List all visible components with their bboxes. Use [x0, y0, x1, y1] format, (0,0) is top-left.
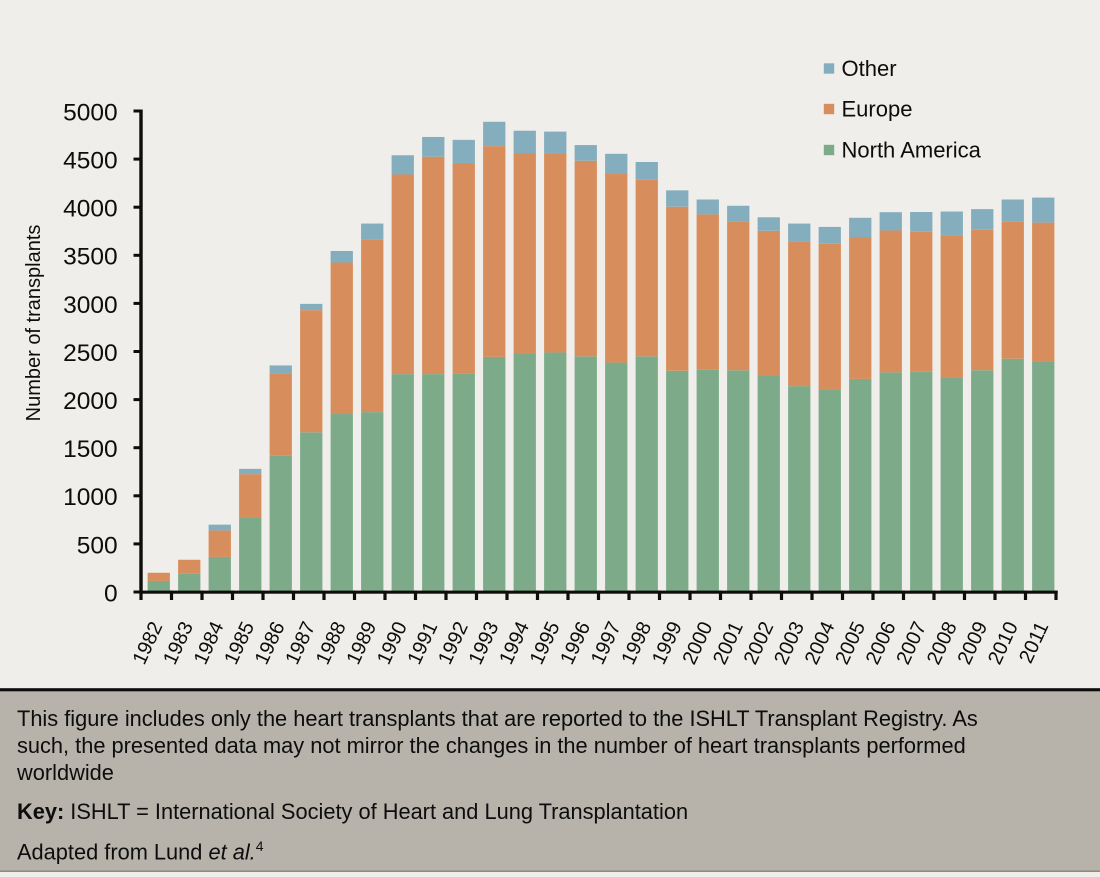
svg-text:3000: 3000 — [63, 292, 118, 319]
svg-text:3500: 3500 — [63, 244, 118, 271]
svg-text:500: 500 — [77, 532, 118, 559]
svg-text:5000: 5000 — [63, 99, 118, 126]
svg-text:Number of transplants: Number of transplants — [23, 225, 45, 422]
svg-text:Europe: Europe — [842, 97, 913, 122]
svg-text:1500: 1500 — [63, 436, 118, 463]
svg-text:0: 0 — [104, 580, 118, 607]
svg-text:North America: North America — [842, 138, 982, 163]
svg-text:1000: 1000 — [63, 484, 118, 511]
svg-text:4000: 4000 — [63, 196, 118, 223]
svg-text:2000: 2000 — [63, 388, 118, 415]
svg-text:2500: 2500 — [63, 340, 118, 367]
svg-text:4500: 4500 — [63, 148, 118, 175]
svg-text:Other: Other — [842, 56, 897, 81]
